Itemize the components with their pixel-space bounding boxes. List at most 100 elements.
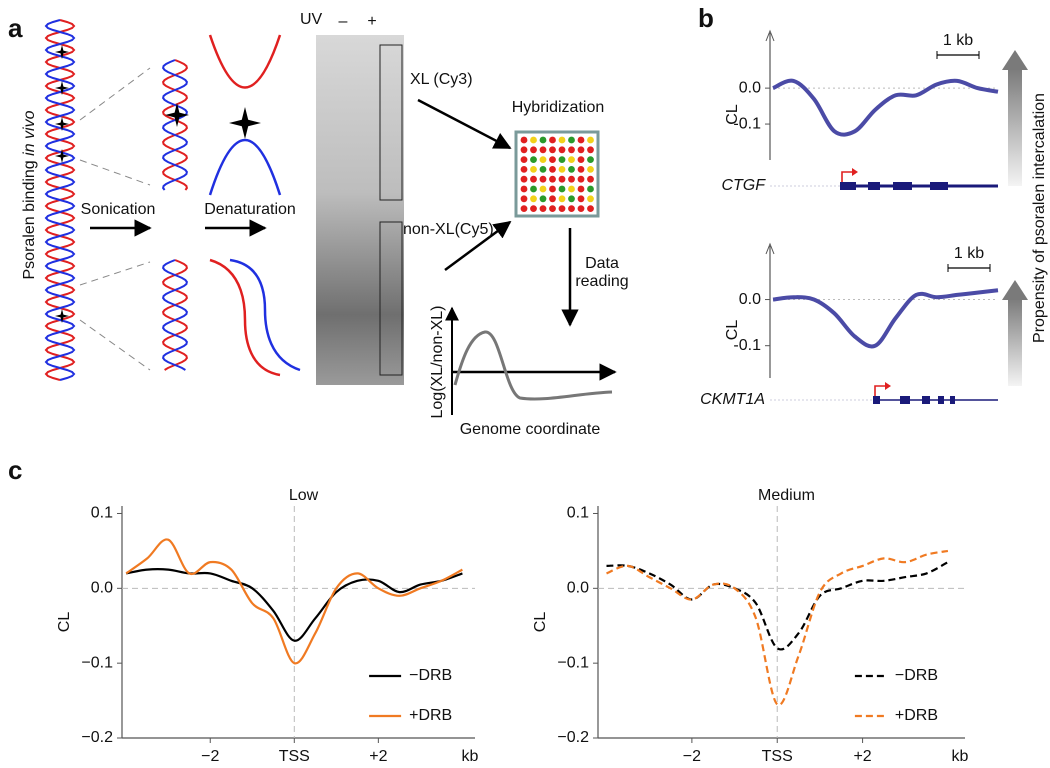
array-spot xyxy=(539,195,547,203)
dash-guide xyxy=(79,159,151,186)
y-axis-label: CL xyxy=(532,612,549,633)
y-tick-label: 0.0 xyxy=(739,79,761,96)
array-spot xyxy=(530,185,537,193)
side-label-italic: in vivo xyxy=(21,110,38,155)
array-spot xyxy=(530,146,537,154)
exon xyxy=(938,396,944,404)
inset-ylabel: Log(XL/non-XL) xyxy=(429,306,446,419)
helix-strand xyxy=(162,59,188,191)
psoralen-star xyxy=(165,103,189,127)
gene-name: CKMT1A xyxy=(700,391,765,408)
array-spot xyxy=(549,205,556,213)
hybridization-label: Hybridization xyxy=(512,99,604,116)
gel-label: + xyxy=(367,13,376,30)
gel-image xyxy=(316,35,404,385)
array-spot xyxy=(520,136,528,144)
legend-label: −DRB xyxy=(409,667,452,684)
array-spot xyxy=(549,136,556,144)
exon xyxy=(840,182,856,190)
array-spot xyxy=(539,156,547,164)
step-label: Sonication xyxy=(81,201,156,218)
array-spot xyxy=(549,195,556,203)
series-line xyxy=(772,288,999,349)
series-line xyxy=(125,568,463,642)
step-label: Denaturation xyxy=(204,201,296,218)
chart-title: Low xyxy=(289,487,319,504)
array-spot xyxy=(530,205,537,213)
y-tick-label: 0.1 xyxy=(567,505,589,522)
array-spot xyxy=(558,136,566,144)
x-tick-label: TSS xyxy=(762,748,793,765)
x-tick-label: +2 xyxy=(853,748,871,765)
legend-label: +DRB xyxy=(409,707,452,724)
panel-label: a xyxy=(8,13,23,43)
array-spot xyxy=(587,205,594,213)
tss-arrow xyxy=(841,171,854,182)
array-spot xyxy=(577,175,585,183)
y-tick-label: −0.2 xyxy=(557,729,589,746)
arrow xyxy=(417,98,512,150)
array-spot xyxy=(558,185,566,193)
helix-strand xyxy=(162,59,188,191)
legend-label: +DRB xyxy=(895,707,938,724)
strand xyxy=(209,258,281,377)
array-spot xyxy=(558,156,566,164)
series-line xyxy=(606,561,949,651)
array-spot xyxy=(577,166,585,173)
array-spot xyxy=(520,146,528,154)
gel-box xyxy=(379,221,403,376)
array-spot xyxy=(530,175,537,183)
array-spot xyxy=(568,156,575,164)
gradient-arrow xyxy=(1008,298,1022,386)
series-line xyxy=(606,549,949,707)
array-spot xyxy=(539,166,547,173)
panel-label: b xyxy=(698,3,714,33)
y-tick-label: 0.0 xyxy=(739,291,761,308)
strand xyxy=(208,138,282,196)
y-tick-label: -0.1 xyxy=(733,337,761,354)
exon xyxy=(922,396,930,404)
helix-strand xyxy=(162,259,188,371)
gel-label: – xyxy=(339,13,348,30)
array-spot xyxy=(577,185,585,193)
series-line xyxy=(772,78,999,137)
x-axis-label: kb xyxy=(952,748,969,765)
array-spot xyxy=(539,136,547,144)
array-spot xyxy=(520,166,528,173)
array-spot xyxy=(520,205,528,213)
array-spot xyxy=(558,175,566,183)
array-spot xyxy=(587,156,594,164)
psoralen-star xyxy=(55,117,69,131)
exon xyxy=(873,396,880,404)
exon xyxy=(893,182,912,190)
gradient-arrow xyxy=(1002,280,1028,300)
y-tick-label: −0.2 xyxy=(81,729,113,746)
array-spot xyxy=(577,195,585,203)
exon xyxy=(900,396,910,404)
psoralen-star xyxy=(55,81,69,95)
array-spot xyxy=(577,156,585,164)
y-axis-label: CL xyxy=(724,104,741,125)
array-spot xyxy=(549,185,556,193)
array-spot xyxy=(577,146,585,154)
panel-a-diagram xyxy=(44,19,1028,415)
xl-label: XL (Cy3) xyxy=(410,71,473,88)
strand xyxy=(208,34,282,89)
array-spot xyxy=(577,205,585,213)
dash-guide xyxy=(79,319,151,371)
array-spot xyxy=(549,156,556,164)
reading-label: reading xyxy=(575,273,628,290)
array-spot xyxy=(568,195,575,203)
array-spot xyxy=(558,146,566,154)
array-spot xyxy=(568,136,575,144)
side-label: Psoralen binding in vivo xyxy=(21,110,38,279)
x-tick-label: TSS xyxy=(279,748,310,765)
gene-name: CTGF xyxy=(721,177,766,194)
x-tick-label: −2 xyxy=(683,748,701,765)
tss-arrow-head xyxy=(885,382,891,390)
psoralen-star xyxy=(55,45,69,59)
exon xyxy=(950,396,955,404)
series-line xyxy=(125,538,463,665)
array-spot xyxy=(539,205,547,213)
inset-curve xyxy=(453,330,613,401)
